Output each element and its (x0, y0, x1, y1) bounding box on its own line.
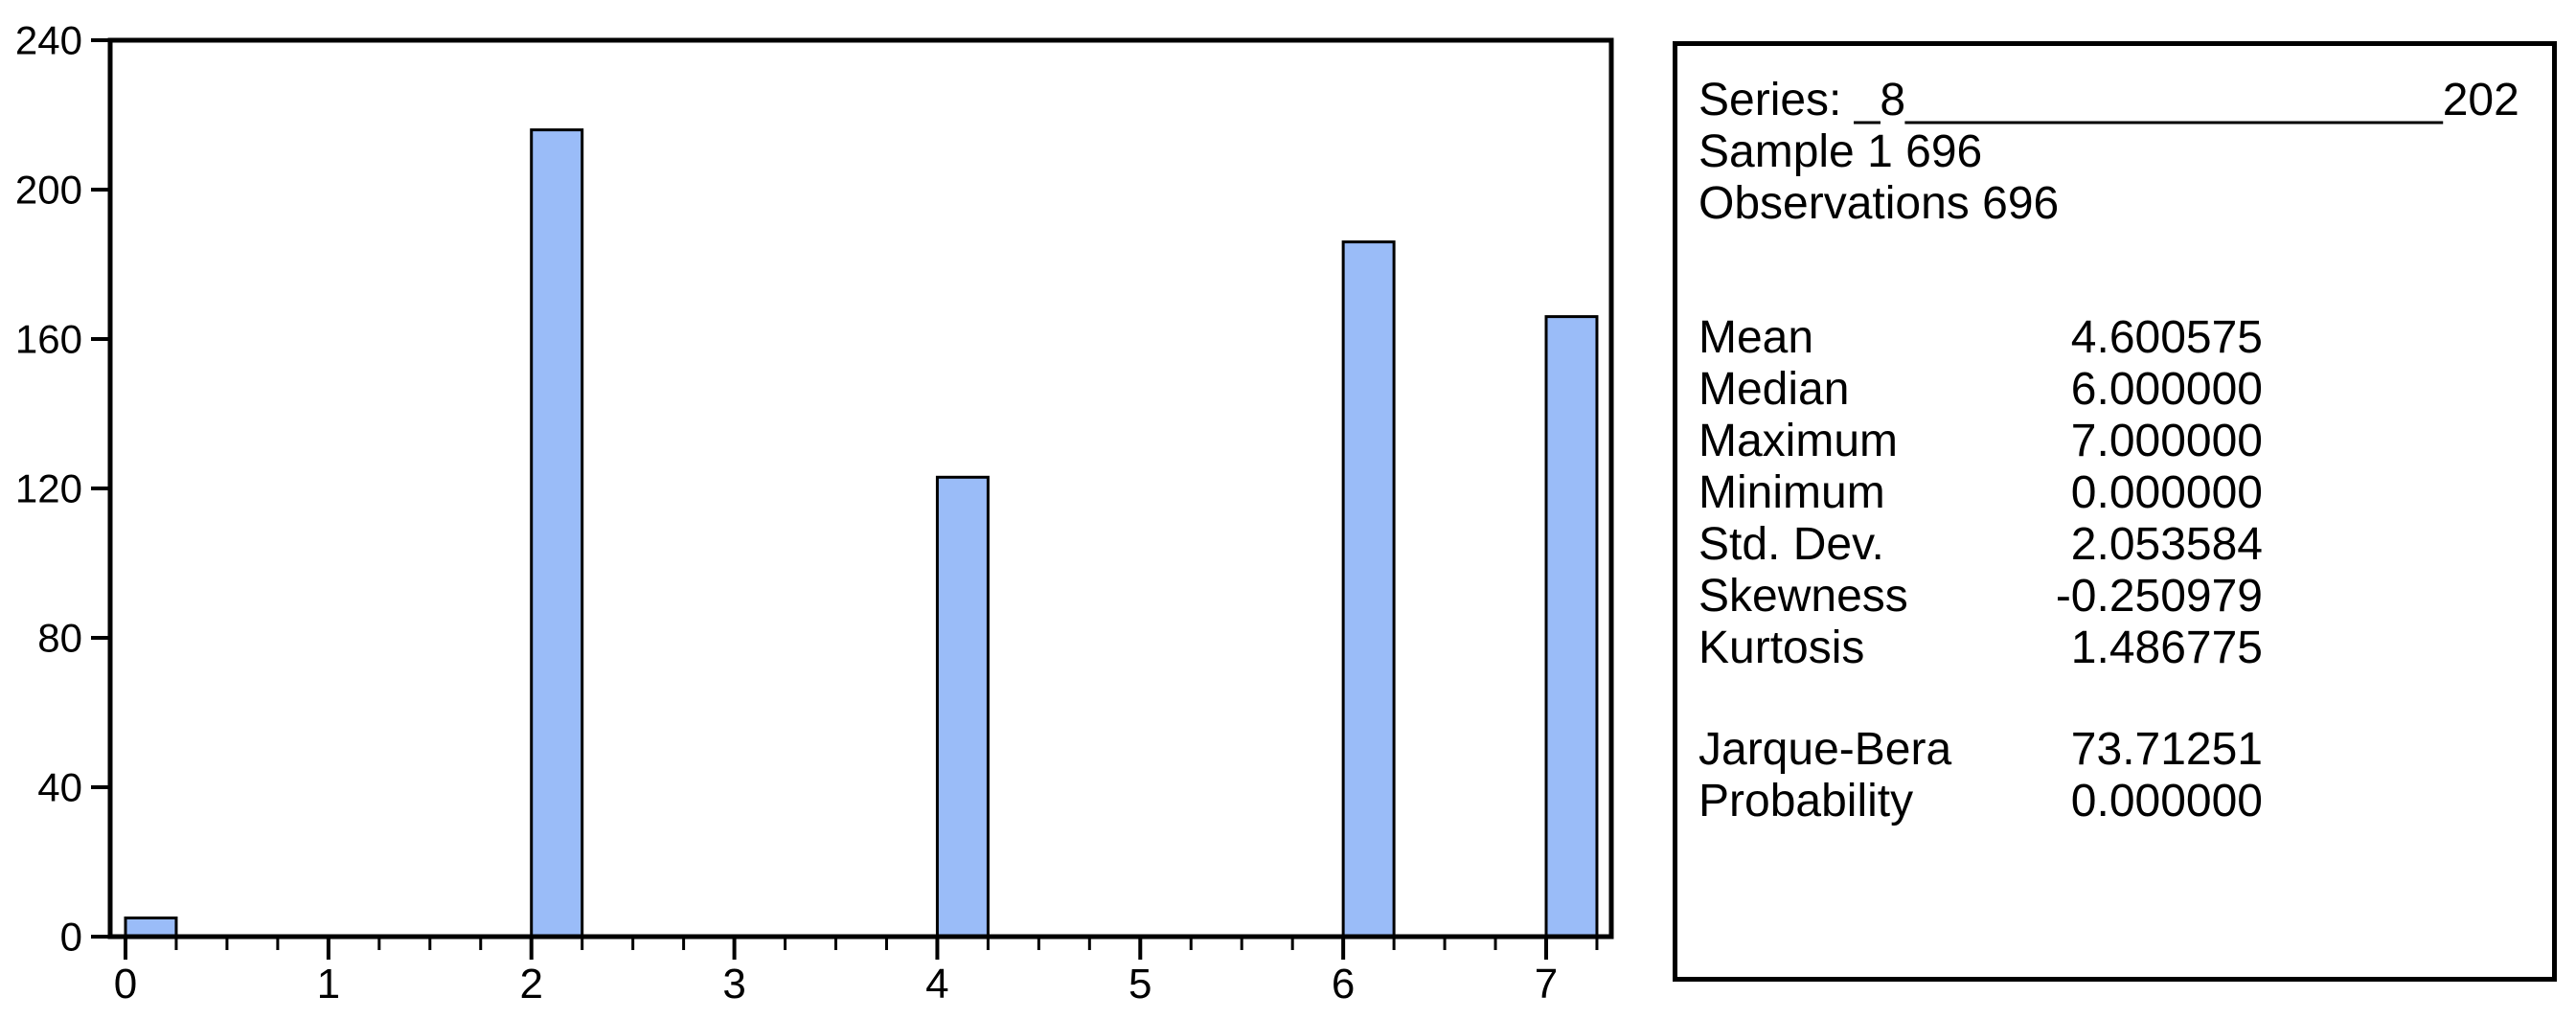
stat-label: Mean (1698, 312, 1814, 363)
histogram-bar (935, 475, 990, 939)
stat-value: 73.71251 (2070, 724, 2263, 775)
x-tick-label: 7 (1535, 961, 1558, 1008)
y-tick-label: 120 (15, 466, 82, 511)
y-tick-label: 40 (37, 765, 82, 810)
stat-row: 4.600575 Mean (1677, 312, 2552, 364)
stats-spacer (1677, 230, 2552, 312)
stat-label: Median (1698, 364, 1850, 415)
stat-label: Probability (1698, 776, 1914, 827)
stats-box: Series: _8_____________________202 Sampl… (1673, 41, 2557, 982)
stats-spacer (1677, 674, 2552, 724)
stat-value: 0.000000 (2070, 776, 2263, 827)
x-tick-label: 2 (519, 961, 542, 1008)
sample-line: Sample 1 696 (1698, 126, 1983, 177)
stat-value: 6.000000 (2070, 364, 2263, 415)
stat-label: Std. Dev. (1698, 519, 1884, 570)
x-tick-label: 1 (317, 961, 340, 1008)
stat-value: 4.600575 (2070, 312, 2263, 363)
stat-row: 6.000000 Median (1677, 364, 2552, 416)
stat-value: -0.250979 (2055, 571, 2263, 622)
stat-label: Maximum (1698, 416, 1899, 466)
stat-value: 2.053584 (2070, 519, 2263, 570)
histogram-bar (124, 917, 178, 939)
stat-label: Minimum (1698, 467, 1885, 518)
x-tick-label: 0 (114, 961, 137, 1008)
stat-label: Jarque-Bera (1698, 724, 1952, 775)
histogram-chart: 0 40 80 120 160 200 240 0 1 2 3 4 5 6 7 (15, 18, 1614, 1008)
histogram-bar (1544, 315, 1599, 939)
stat-value: 0.000000 (2070, 467, 2263, 518)
x-tick-label: 6 (1332, 961, 1355, 1008)
stat-row: 73.71251 Jarque-Bera (1677, 724, 2552, 776)
y-tick-label: 240 (15, 18, 82, 63)
y-tick-label: 160 (15, 317, 82, 362)
stat-value: 1.486775 (2070, 623, 2263, 673)
observations-line: Observations 696 (1698, 178, 2060, 229)
stats-secondary-rows: 73.71251 Jarque-Bera 0.000000 Probability (1677, 724, 2552, 827)
y-tick-label: 0 (60, 915, 82, 960)
stat-value: 7.000000 (2070, 416, 2263, 466)
y-tick-label: 80 (37, 616, 82, 661)
stat-row: 2.053584 Std. Dev. (1677, 519, 2552, 571)
x-tick-label: 5 (1128, 961, 1151, 1008)
histogram-bar (530, 128, 584, 939)
stat-row: -0.250979 Skewness (1677, 571, 2552, 623)
stats-primary-rows: 4.600575 Mean 6.000000 Median 7.000000 Maximu… (1677, 312, 2552, 674)
stat-row: 0.000000 Probability (1677, 776, 2552, 827)
stat-row: 7.000000 Maximum (1677, 416, 2552, 467)
stat-row: 1.486775 Kurtosis (1677, 623, 2552, 674)
x-tick-label: 3 (722, 961, 745, 1008)
x-tick-label: 4 (925, 961, 948, 1008)
stat-row: 0.000000 Minimum (1677, 467, 2552, 519)
stat-label: Kurtosis (1698, 623, 1865, 673)
stat-label: Skewness (1698, 571, 1908, 622)
histogram-bar (1341, 240, 1396, 939)
series-title: Series: _8_____________________202 (1698, 75, 2519, 125)
y-tick-label: 200 (15, 168, 82, 213)
